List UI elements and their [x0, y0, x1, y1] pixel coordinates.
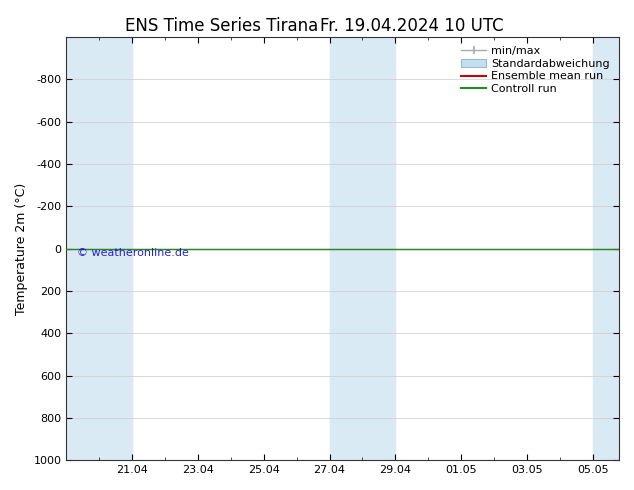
Legend: min/max, Standardabweichung, Ensemble mean run, Controll run: min/max, Standardabweichung, Ensemble me…: [458, 43, 614, 98]
Text: ENS Time Series Tirana: ENS Time Series Tirana: [126, 17, 318, 35]
Bar: [67, 37, 133, 460]
Bar: [330, 37, 396, 460]
Y-axis label: Temperature 2m (°C): Temperature 2m (°C): [15, 182, 28, 315]
Title: ENS Time Series Tirana     Fr. 19.04.2024 10 UTC: ENS Time Series Tirana Fr. 19.04.2024 10…: [0, 489, 1, 490]
Text: © weatheronline.de: © weatheronline.de: [77, 248, 190, 258]
Bar: [593, 37, 619, 460]
Text: Fr. 19.04.2024 10 UTC: Fr. 19.04.2024 10 UTC: [320, 17, 504, 35]
